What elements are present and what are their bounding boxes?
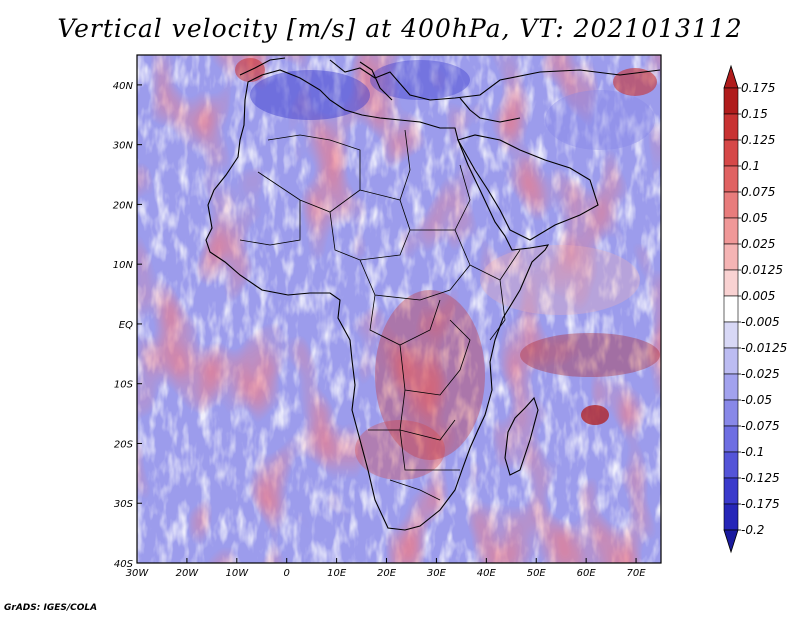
chart-title: Vertical velocity [m/s] at 400hPa, VT: 2…: [57, 14, 743, 43]
colorbar-label: -0.005: [741, 315, 780, 329]
colorbar-label: -0.2: [741, 523, 764, 537]
colorbar-label: 0.005: [741, 289, 775, 303]
colorbar-swatch: [723, 425, 739, 453]
lat-tick-label: 40S: [114, 559, 134, 570]
colorbar-swatch: [723, 165, 739, 193]
lon-tick-label: 30W: [126, 568, 150, 579]
lon-tick-label: 10E: [327, 568, 347, 579]
colorbar-swatch: [723, 373, 739, 401]
lat-tick-label: 10N: [113, 260, 134, 271]
lat-tick-label: 10S: [114, 380, 134, 391]
colorbar-label: 0.0125: [741, 263, 783, 277]
colorbar: 0.175 0.15 0.125 0.1 0.075 0.05 0.025 0.0125 0.0…: [723, 64, 787, 554]
colorbar-label: 0.175: [741, 81, 775, 95]
longitude-axis: 30W 20W 10W 0 10E 20E 30E 40E 50E 60E 70E: [126, 558, 647, 579]
colorbar-label: -0.1: [741, 445, 764, 459]
lon-tick-label: 40E: [477, 568, 497, 579]
colorbar-swatch: [723, 451, 739, 479]
colorbar-swatch: [723, 503, 739, 531]
colorbar-swatch: [723, 321, 739, 349]
colorbar-label: 0.15: [741, 107, 768, 121]
lon-tick-label: 60E: [577, 568, 597, 579]
colorbar-label: -0.025: [741, 367, 780, 381]
colorbar-swatch: [723, 269, 739, 297]
colorbar-bottom-arrow: [723, 529, 739, 554]
colorbar-swatch: [723, 139, 739, 167]
lat-tick-label: 30S: [114, 499, 134, 510]
lon-tick-label: 20E: [377, 568, 397, 579]
lon-tick-label: 70E: [627, 568, 647, 579]
credit-text: GrADS: IGES/COLA: [4, 603, 98, 613]
colorbar-swatch: [723, 243, 739, 271]
lon-tick-label: 0: [284, 568, 290, 579]
colorbar-label: 0.05: [741, 211, 768, 225]
colorbar-label: -0.0125: [741, 341, 787, 355]
colorbar-swatch: [723, 399, 739, 427]
lat-tick-label: 40N: [113, 81, 134, 92]
lon-tick-label: 50E: [527, 568, 547, 579]
colorbar-label: -0.05: [741, 393, 772, 407]
colorbar-label: 0.025: [741, 237, 775, 251]
colorbar-label: -0.125: [741, 471, 780, 485]
latitude-axis: 40N 30N 20N 10N EQ 10S 20S 30S 40S: [113, 81, 142, 570]
colorbar-label: 0.075: [741, 185, 775, 199]
lat-tick-label: 30N: [113, 141, 134, 152]
colorbar-label: 0.125: [741, 133, 775, 147]
plot-frame: [136, 54, 662, 564]
lon-tick-label: 20W: [176, 568, 200, 579]
colorbar-swatch: [723, 113, 739, 141]
lat-tick-label: 20N: [113, 200, 134, 211]
colorbar-label: -0.075: [741, 419, 780, 433]
lat-tick-label: EQ: [119, 320, 133, 331]
country-borders: [239, 129, 521, 501]
coastlines: [205, 57, 661, 531]
lat-tick-label: 20S: [114, 439, 134, 450]
colorbar-swatch: [723, 347, 739, 375]
colorbar-label: 0.1: [741, 159, 760, 173]
velocity-field: [137, 55, 661, 563]
colorbar-swatch: [723, 477, 739, 505]
colorbar-top-arrow: [723, 64, 739, 89]
colorbar-swatch: [723, 191, 739, 219]
colorbar-label: -0.175: [741, 497, 780, 511]
lon-tick-label: 10W: [225, 568, 249, 579]
lon-tick-label: 30E: [427, 568, 447, 579]
colorbar-swatch: [723, 87, 739, 115]
colorbar-swatch: [723, 217, 739, 245]
colorbar-swatch: [723, 295, 739, 323]
